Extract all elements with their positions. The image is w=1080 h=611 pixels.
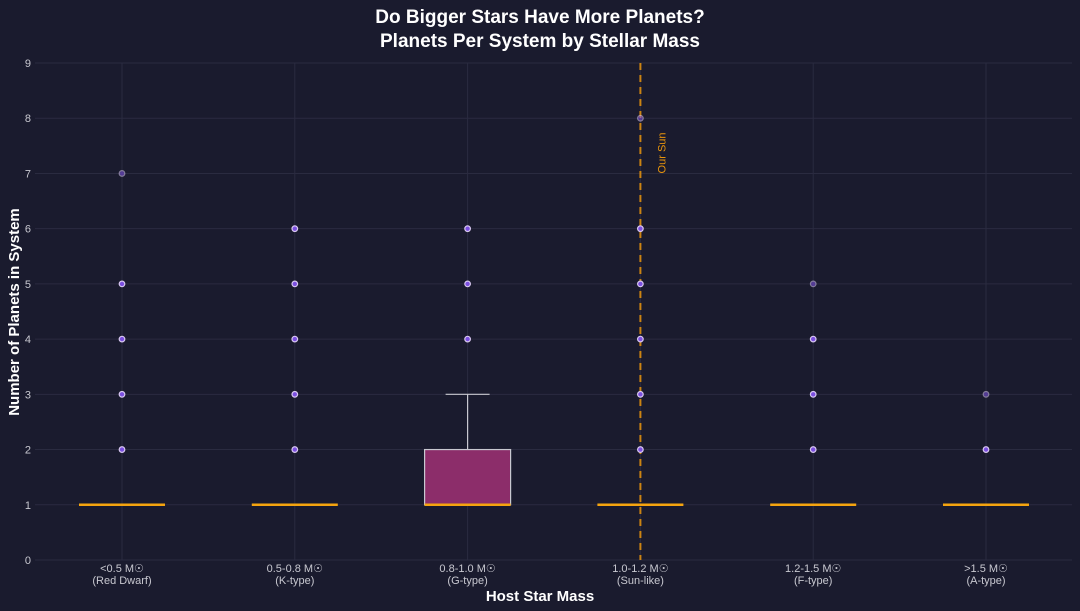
outlier-point [637,280,644,288]
outlier-point [637,390,644,398]
y-tick-label: 8 [25,113,31,125]
outlier-point [982,446,990,453]
y-tick-label: 9 [25,58,31,70]
y-tick-label: 1 [25,500,31,512]
x-tick-label: 1.2-1.5 M☉ [785,563,841,575]
y-axis-label: Number of Planets in System [6,208,23,416]
outlier-point [637,225,644,233]
x-tick-label: 0.5-0.8 M☉ [267,563,323,575]
outlier-point [118,390,126,398]
outlier-point [464,225,472,233]
x-axis-label: Host Star Mass [486,588,594,605]
our-sun-label: Our Sun [656,132,668,173]
outlier-point [464,335,472,343]
y-tick-label: 5 [25,279,31,291]
y-tick-label: 2 [25,445,31,457]
outlier-point [118,446,126,453]
x-tick-label: 1.0-1.2 M☉ [612,563,668,575]
outlier-point [291,225,299,233]
outlier-point [809,446,817,453]
outlier-point [118,170,126,177]
outlier-point [982,390,990,398]
x-tick-sublabel: (Sun-like) [617,575,664,587]
x-tick-sublabel: (G-type) [447,575,487,587]
outlier-point [291,335,299,343]
box [424,448,512,506]
y-tick-label: 4 [25,334,31,346]
outlier-point [291,446,299,453]
outlier-point [809,335,817,343]
x-tick-label: <0.5 M☉ [100,563,144,575]
outlier-point [118,335,126,343]
outlier-point [291,390,299,398]
chart-title-line-1: Do Bigger Stars Have More Planets? [375,7,704,28]
y-tick-label: 6 [25,224,31,236]
outlier-point [809,280,817,288]
outlier-point [809,390,817,398]
x-tick-label: >1.5 M☉ [964,563,1008,575]
outlier-point [118,280,126,288]
y-tick-label: 3 [25,389,31,401]
y-tick-label: 0 [25,555,31,567]
outlier-point [637,335,644,343]
outlier-point [637,114,644,122]
x-tick-sublabel: (K-type) [275,575,314,587]
outlier-point [637,446,644,453]
outlier-point [464,280,472,288]
x-tick-sublabel: (Red Dwarf) [92,575,151,587]
chart-title-line-2: Planets Per System by Stellar Mass [380,31,700,52]
x-tick-sublabel: (F-type) [794,575,833,587]
x-tick-sublabel: (A-type) [966,575,1005,587]
x-tick-label: 0.8-1.0 M☉ [439,563,495,575]
outlier-point [291,280,299,288]
y-tick-label: 7 [25,168,31,180]
